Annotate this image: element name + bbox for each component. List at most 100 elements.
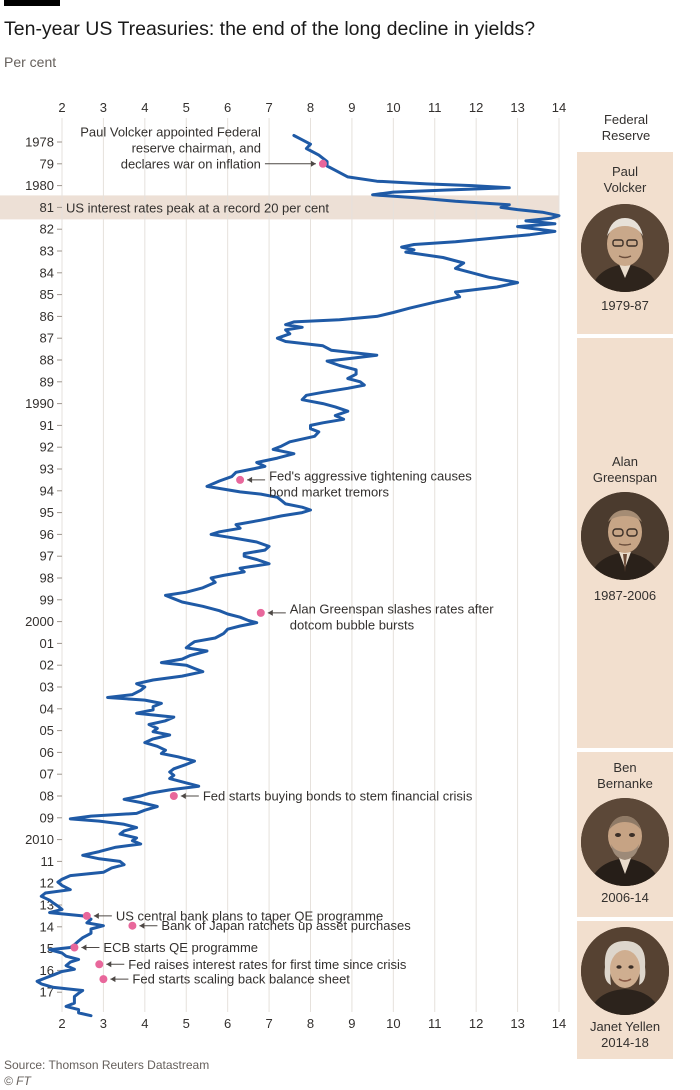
year-label: 2010 [25,832,54,847]
x-tick-label-bottom: 12 [469,1016,483,1031]
x-tick-label-bottom: 13 [510,1016,524,1031]
fed-panel-bernanke: Ben Bernanke 2006-14 [577,752,673,917]
fed-chair-years: 2006-14 [601,890,649,905]
annotation-text: US central bank plans to taper QE progra… [116,908,383,923]
fed-chair-years: 1987-2006 [593,588,657,603]
annotation-text: ECB starts QE programme [103,940,258,955]
x-tick-label-top: 3 [100,100,107,115]
fed-chair-years: 2014-18 [601,1035,649,1050]
x-tick-label-top: 14 [552,100,566,115]
fed-header-line: Reserve [601,128,651,143]
annotation-text: Fed's aggressive tightening causes [269,468,472,483]
x-tick-label-bottom: 8 [307,1016,314,1031]
x-tick-label-top: 4 [141,100,148,115]
annotation-marker [318,159,327,168]
annotation-text: declares war on inflation [121,156,261,171]
year-label: 86 [40,309,54,324]
ben-bernanke-portrait [581,798,669,886]
ft-brand-bar [4,0,60,6]
x-tick-label-top: 6 [224,100,231,115]
chart-title: Ten-year US Treasuries: the end of the l… [4,18,536,40]
annotation-text: Paul Volcker appointed Federal [80,124,261,139]
fed-chair-name-line: Greenspan [592,470,658,485]
annotation-text: Bank of Japan ratchets up asset purchase… [161,918,411,933]
year-label: 14 [40,919,54,934]
x-tick-label-top: 9 [348,100,355,115]
x-tick-label-bottom: 7 [265,1016,272,1031]
fed-panel-yellen: Janet Yellen 2014-18 [577,921,673,1059]
annotation-marker [70,943,79,952]
year-label: 97 [40,549,54,564]
fed-chair-name-line: Bernanke [597,776,653,791]
annotation-arrowhead [106,961,112,968]
x-tick-label-bottom: 11 [428,1016,442,1031]
fed-panel-greenspan: Alan Greenspan 1987-2006 [577,338,673,748]
ft-credit: © FT [4,1074,31,1088]
annotation-marker [256,608,265,617]
year-label: 85 [40,287,54,302]
x-tick-label-bottom: 3 [100,1016,107,1031]
annotation-marker [99,975,108,984]
x-tick-label-top: 11 [428,100,442,115]
x-tick-label-bottom: 9 [348,1016,355,1031]
annotation-text: reserve chairman, and [132,140,261,155]
source-note: Source: Thomson Reuters Datastream [4,1058,210,1072]
year-label: 99 [40,592,54,607]
year-label: 16 [40,963,54,978]
fed-chair-name-line: Ben [613,760,637,775]
annotation-text: Alan Greenspan slashes rates after [290,601,494,616]
year-label: 1980 [25,178,54,193]
x-tick-label-bottom: 5 [183,1016,190,1031]
x-tick-label-bottom: 2 [58,1016,65,1031]
fed-chair-name: Janet Yellen [589,1019,661,1034]
fed-reserve-header: Federal Reserve [580,112,672,144]
year-label: 03 [40,680,54,695]
x-tick-label-top: 5 [183,100,190,115]
annotation-arrowhead [139,922,145,929]
year-label: 08 [40,789,54,804]
year-label: 12 [40,876,54,891]
fed-chair-name: Ben Bernanke [577,760,673,792]
year-label: 07 [40,767,54,782]
year-label: 15 [40,941,54,956]
year-label: 17 [40,985,54,1000]
paul-volcker-portrait [581,204,669,292]
year-label: 93 [40,462,54,477]
x-tick-label-top: 8 [307,100,314,115]
janet-yellen-portrait [581,927,669,1015]
year-label: 91 [40,418,54,433]
year-label: 04 [40,701,54,716]
fed-chair-name: Alan Greenspan [577,454,673,486]
year-label: 96 [40,527,54,542]
year-label: 88 [40,353,54,368]
annotation-text: Fed raises interest rates for first time… [128,957,407,972]
annotation-arrowhead [267,609,273,616]
x-tick-label-bottom: 14 [552,1016,566,1031]
annotation-arrowhead [110,976,116,983]
annotation-arrowhead [81,944,87,951]
x-tick-label-top: 10 [386,100,400,115]
alan-greenspan-portrait [581,492,669,580]
chart-subtitle: Per cent [4,54,57,70]
annotation-marker [95,960,104,969]
year-label: 87 [40,331,54,346]
year-label: 02 [40,658,54,673]
x-tick-label-top: 7 [265,100,272,115]
year-label: 01 [40,636,54,651]
year-label: 95 [40,505,54,520]
year-label: 06 [40,745,54,760]
fed-chair-name-line: Volcker [603,180,647,195]
year-label: 98 [40,571,54,586]
year-label: 81 [40,200,54,215]
year-label: 05 [40,723,54,738]
annotation-arrowhead [180,793,186,799]
year-label: 84 [40,265,54,280]
fed-panel-volcker: Paul Volcker 1979-87 [577,152,673,334]
year-label: 1978 [25,135,54,150]
fed-header-line: Federal [603,112,649,127]
x-tick-label-bottom: 6 [224,1016,231,1031]
fed-chair-name-line: Paul [611,164,639,179]
year-label: 79 [40,156,54,171]
annotation-marker [236,475,245,484]
fed-chair-name: Paul Volcker [577,164,673,196]
